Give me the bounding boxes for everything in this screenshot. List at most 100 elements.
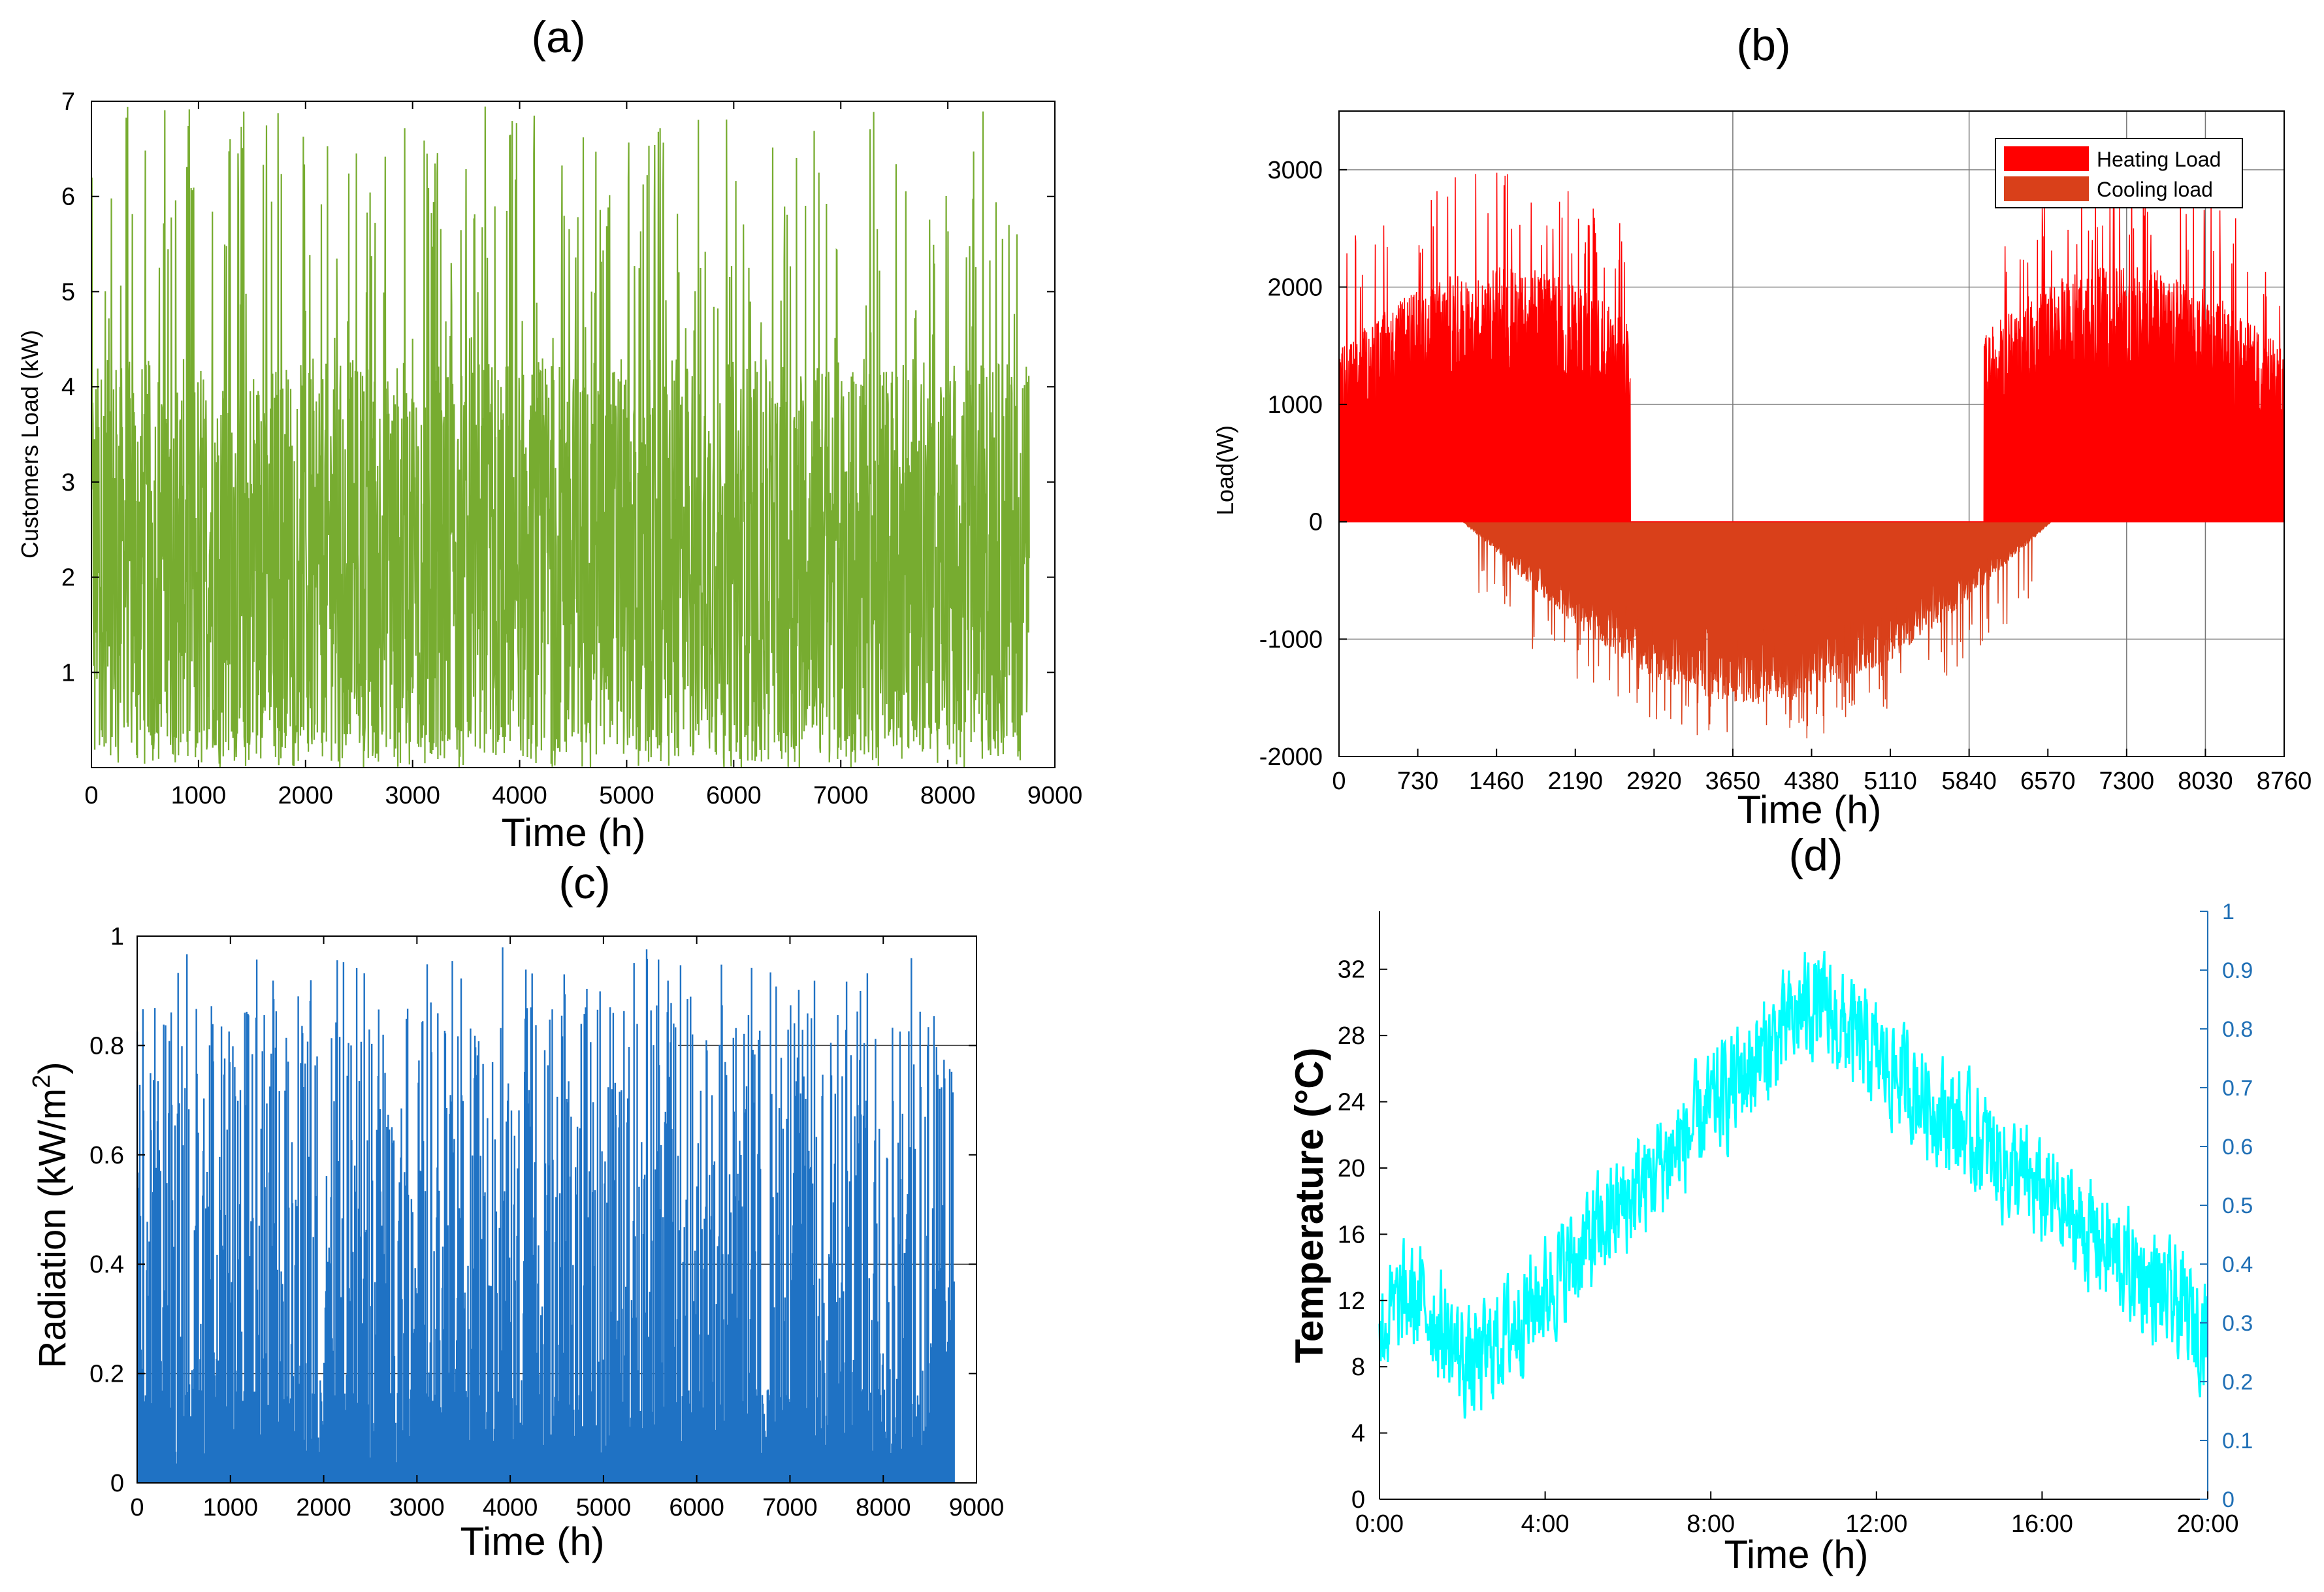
x-tick-label: 3650 bbox=[1705, 768, 1761, 795]
y-tick-label: 3 bbox=[61, 469, 75, 496]
panel-b-label: (b) bbox=[1736, 20, 1790, 70]
y-tick-label: -2000 bbox=[1259, 743, 1323, 771]
x-tick-label: 9000 bbox=[949, 1494, 1005, 1521]
y-right-tick-label: 0.8 bbox=[2222, 1017, 2253, 1042]
panel-d-x-axis-label: Time (h) bbox=[1724, 1533, 1868, 1576]
panel-a-plot-area bbox=[91, 106, 1030, 768]
x-tick-label: 6000 bbox=[669, 1494, 724, 1521]
panel-a-x-ticks: 0 1000 2000 3000 4000 5000 6000 7000 8000 9000 bbox=[84, 101, 1082, 809]
panel-b-heating-series bbox=[1338, 172, 2285, 523]
y-right-tick-label: 0.3 bbox=[2222, 1311, 2253, 1336]
y-tick-label: 4 bbox=[1351, 1420, 1365, 1448]
y-right-tick-label: 0.7 bbox=[2222, 1076, 2253, 1101]
legend-label-cooling: Cooling load bbox=[2097, 178, 2213, 201]
panel-a-axes-box bbox=[91, 101, 1056, 768]
panel-a-load-series bbox=[91, 106, 1030, 768]
panel-a-y-axis-label: Customers Load (kW) bbox=[16, 330, 43, 559]
x-tick-label: 6570 bbox=[2020, 768, 2076, 795]
legend-label-heating: Heating Load bbox=[2097, 148, 2221, 171]
y-right-tick-label: 0.4 bbox=[2222, 1252, 2253, 1277]
x-tick-label: 3000 bbox=[385, 782, 440, 809]
y-tick-label: 8 bbox=[1351, 1354, 1365, 1381]
x-tick-label: 7000 bbox=[813, 782, 869, 809]
panel-d-plot-area bbox=[1378, 950, 2209, 1419]
y-tick-label: 0 bbox=[110, 1470, 124, 1497]
panel-d-y-ticks-right: 0 0.1 0.2 0.3 0.4 0.5 0.6 0.7 0.8 0.9 1 bbox=[2200, 900, 2253, 1512]
x-tick-label: 12:00 bbox=[1845, 1510, 1907, 1538]
x-tick-label: 8:00 bbox=[1687, 1510, 1735, 1538]
x-tick-label: 5110 bbox=[1864, 768, 1917, 795]
x-tick-label: 730 bbox=[1397, 768, 1438, 795]
y-tick-label: 0.2 bbox=[89, 1361, 124, 1388]
panel-a-y-ticks: 1 2 3 4 5 6 7 bbox=[61, 88, 1055, 687]
y-tick-label: 3000 bbox=[1267, 157, 1323, 184]
panel-d-y-axis-label: Temperature (°C) bbox=[1287, 1048, 1331, 1363]
y-right-tick-label: 0.5 bbox=[2222, 1194, 2253, 1218]
panel-c-y-ticks: 0 0.2 0.4 0.6 0.8 1 bbox=[89, 923, 976, 1497]
panel-b-y-axis-label: Load(W) bbox=[1212, 425, 1238, 515]
panel-c-x-axis-label: Time (h) bbox=[460, 1519, 604, 1563]
x-tick-label: 4000 bbox=[483, 1494, 538, 1521]
y-tick-label: 0.6 bbox=[89, 1142, 124, 1169]
y-tick-label: 28 bbox=[1338, 1022, 1365, 1050]
y-tick-label: 24 bbox=[1338, 1089, 1365, 1116]
panel-c-label: (c) bbox=[558, 858, 610, 908]
x-tick-label: 1460 bbox=[1469, 768, 1525, 795]
y-tick-label: 1000 bbox=[1267, 391, 1323, 419]
panel-b: (b) 0 730 1460 2190 2920 3650 4380 5110 5840 6570… bbox=[1212, 20, 2312, 832]
y-tick-label: 5 bbox=[61, 278, 75, 306]
y-tick-label: 2 bbox=[61, 564, 75, 592]
y-right-tick-label: 1 bbox=[2222, 900, 2235, 924]
x-tick-label: 4000 bbox=[492, 782, 547, 809]
y-tick-label: 20 bbox=[1338, 1155, 1365, 1182]
x-tick-label: 5840 bbox=[1941, 768, 1997, 795]
x-tick-label: 8000 bbox=[920, 782, 976, 809]
x-tick-label: 7300 bbox=[2099, 768, 2155, 795]
x-tick-label: 0:00 bbox=[1355, 1510, 1404, 1538]
legend-swatch-cooling bbox=[2004, 176, 2089, 201]
x-tick-label: 8000 bbox=[856, 1494, 911, 1521]
y-tick-label: 0.8 bbox=[89, 1032, 124, 1060]
y-tick-label: 32 bbox=[1338, 956, 1365, 984]
x-tick-label: 0 bbox=[84, 782, 98, 809]
y-right-tick-label: 0.6 bbox=[2222, 1135, 2253, 1160]
panel-d-x-ticks: 0:00 4:00 8:00 12:00 16:00 20:00 bbox=[1355, 1491, 2239, 1538]
panel-d: (d) 0:00 4:00 8:00 12:00 16:00 20:00 0 4 8 12 16 2… bbox=[1287, 830, 2253, 1576]
x-tick-label: 3000 bbox=[389, 1494, 445, 1521]
x-tick-label: 7000 bbox=[762, 1494, 818, 1521]
panel-c-y-axis-label: Radiation (kW/m2) bbox=[28, 1062, 74, 1368]
x-tick-label: 5000 bbox=[599, 782, 654, 809]
x-tick-label: 2000 bbox=[278, 782, 334, 809]
x-tick-label: 2190 bbox=[1547, 768, 1603, 795]
panel-d-temperature-series bbox=[1378, 950, 2209, 1419]
panel-c-plot-area bbox=[136, 947, 955, 1483]
panel-d-label: (d) bbox=[1788, 830, 1843, 880]
panel-b-cooling-series bbox=[1338, 521, 2285, 739]
x-tick-label: 2000 bbox=[296, 1494, 351, 1521]
x-tick-label: 2920 bbox=[1626, 768, 1682, 795]
y-tick-label: 0 bbox=[1351, 1486, 1365, 1514]
y-tick-label: 2000 bbox=[1267, 274, 1323, 301]
y-tick-label: 1 bbox=[110, 923, 124, 950]
panel-a-x-axis-label: Time (h) bbox=[501, 811, 645, 854]
panel-b-y-ticks: -2000 -1000 0 1000 2000 3000 bbox=[1259, 157, 1347, 771]
x-tick-label: 16:00 bbox=[2011, 1510, 2073, 1538]
y-tick-label: 1 bbox=[61, 659, 75, 687]
x-tick-label: 8030 bbox=[2178, 768, 2233, 795]
y-right-tick-label: 0.9 bbox=[2222, 958, 2253, 983]
x-tick-label: 1000 bbox=[171, 782, 227, 809]
y-right-tick-label: 0.1 bbox=[2222, 1429, 2253, 1454]
panel-d-y-ticks-left: 0 4 8 12 16 20 24 28 32 bbox=[1338, 956, 1387, 1514]
y-tick-label: 12 bbox=[1338, 1288, 1365, 1315]
x-tick-label: 6000 bbox=[706, 782, 762, 809]
x-tick-label: 1000 bbox=[203, 1494, 259, 1521]
panel-b-x-ticks: 0 730 1460 2190 2920 3650 4380 5110 5840 6570 7300… bbox=[1332, 749, 2312, 795]
panel-b-x-axis-label: Time (h) bbox=[1737, 788, 1881, 832]
x-tick-label: 9000 bbox=[1027, 782, 1083, 809]
panel-c-x-ticks: 0 1000 2000 3000 4000 5000 6000 7000 8000 9000 bbox=[130, 936, 1004, 1521]
panel-c-axes-box bbox=[137, 935, 977, 1484]
y-tick-label: 16 bbox=[1338, 1221, 1365, 1248]
x-tick-label: 0 bbox=[1332, 768, 1346, 795]
y-right-tick-label: 0 bbox=[2222, 1487, 2235, 1512]
